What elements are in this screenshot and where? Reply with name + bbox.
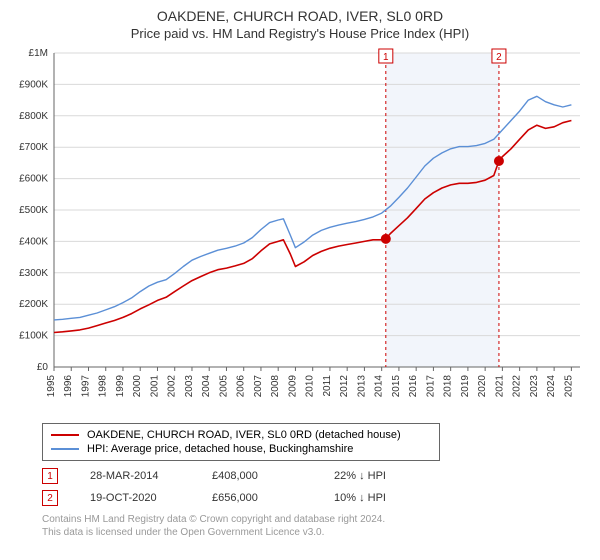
svg-text:2011: 2011 [322, 375, 333, 397]
transaction-badge: 2 [42, 490, 58, 506]
svg-text:2002: 2002 [167, 375, 178, 398]
svg-text:2013: 2013 [356, 375, 367, 398]
chart-title: OAKDENE, CHURCH ROAD, IVER, SL0 0RD [12, 8, 588, 24]
svg-text:2020: 2020 [477, 375, 488, 398]
svg-text:2014: 2014 [374, 375, 385, 398]
svg-text:1999: 1999 [115, 375, 126, 398]
svg-text:£200K: £200K [19, 299, 48, 310]
svg-text:2012: 2012 [339, 375, 350, 398]
svg-text:2003: 2003 [184, 375, 195, 398]
svg-text:2001: 2001 [149, 375, 160, 398]
svg-text:1995: 1995 [46, 375, 57, 398]
legend-swatch [51, 448, 79, 450]
transaction-row: 2 19-OCT-2020 £656,000 10% ↓ HPI [42, 487, 588, 509]
chart-subtitle: Price paid vs. HM Land Registry's House … [12, 26, 588, 41]
svg-text:2022: 2022 [512, 375, 523, 398]
svg-text:2: 2 [496, 52, 502, 63]
line-chart: £0 £100K £200K £300K £400K £500K £600K £700K £80… [12, 47, 588, 417]
svg-text:2023: 2023 [529, 375, 540, 398]
svg-text:1998: 1998 [98, 375, 109, 398]
svg-text:2025: 2025 [563, 375, 574, 398]
svg-text:2000: 2000 [132, 375, 143, 398]
svg-text:2010: 2010 [305, 375, 316, 398]
svg-text:£700K: £700K [19, 142, 48, 153]
transaction-row: 1 28-MAR-2014 £408,000 22% ↓ HPI [42, 465, 588, 487]
svg-text:1996: 1996 [63, 375, 74, 398]
transaction-badge: 1 [42, 468, 58, 484]
legend-label: HPI: Average price, detached house, Buck… [87, 443, 353, 455]
chart-area: £0 £100K £200K £300K £400K £500K £600K £700K £80… [12, 47, 588, 417]
svg-text:£400K: £400K [19, 236, 48, 247]
transaction-date: 19-OCT-2020 [90, 492, 180, 504]
legend-row: HPI: Average price, detached house, Buck… [51, 442, 431, 456]
svg-text:2005: 2005 [218, 375, 229, 398]
chart-container: OAKDENE, CHURCH ROAD, IVER, SL0 0RD Pric… [0, 0, 600, 545]
svg-text:£800K: £800K [19, 111, 48, 122]
svg-text:2017: 2017 [425, 375, 436, 398]
footer-line-2: This data is licensed under the Open Gov… [42, 526, 588, 539]
svg-text:2021: 2021 [494, 375, 505, 398]
transaction-date: 28-MAR-2014 [90, 470, 180, 482]
legend-row: OAKDENE, CHURCH ROAD, IVER, SL0 0RD (det… [51, 428, 431, 442]
footer-line-1: Contains HM Land Registry data © Crown c… [42, 513, 588, 526]
svg-text:2004: 2004 [201, 375, 212, 398]
svg-text:2016: 2016 [408, 375, 419, 398]
svg-text:2024: 2024 [546, 375, 557, 398]
svg-text:2018: 2018 [443, 375, 454, 398]
svg-text:2019: 2019 [460, 375, 471, 398]
svg-text:1997: 1997 [80, 375, 91, 398]
svg-text:2006: 2006 [236, 375, 247, 398]
svg-text:£600K: £600K [19, 174, 48, 185]
legend-swatch [51, 434, 79, 436]
svg-text:2015: 2015 [391, 375, 402, 398]
svg-text:2007: 2007 [253, 375, 264, 398]
svg-text:2008: 2008 [270, 375, 281, 398]
svg-text:£900K: £900K [19, 79, 48, 90]
svg-text:£300K: £300K [19, 268, 48, 279]
svg-text:£100K: £100K [19, 331, 48, 342]
footer-note: Contains HM Land Registry data © Crown c… [42, 513, 588, 539]
legend-box: OAKDENE, CHURCH ROAD, IVER, SL0 0RD (det… [42, 423, 440, 461]
svg-text:£500K: £500K [19, 205, 48, 216]
transaction-price: £408,000 [212, 470, 302, 482]
transactions-table: 1 28-MAR-2014 £408,000 22% ↓ HPI 2 19-OCT-202… [42, 465, 588, 509]
legend-label: OAKDENE, CHURCH ROAD, IVER, SL0 0RD (det… [87, 429, 401, 441]
svg-text:£1M: £1M [29, 48, 48, 59]
transaction-delta: 10% ↓ HPI [334, 492, 424, 504]
transaction-price: £656,000 [212, 492, 302, 504]
svg-text:1: 1 [383, 52, 389, 63]
svg-text:£0: £0 [37, 362, 49, 373]
transaction-delta: 22% ↓ HPI [334, 470, 424, 482]
svg-text:2009: 2009 [287, 375, 298, 398]
